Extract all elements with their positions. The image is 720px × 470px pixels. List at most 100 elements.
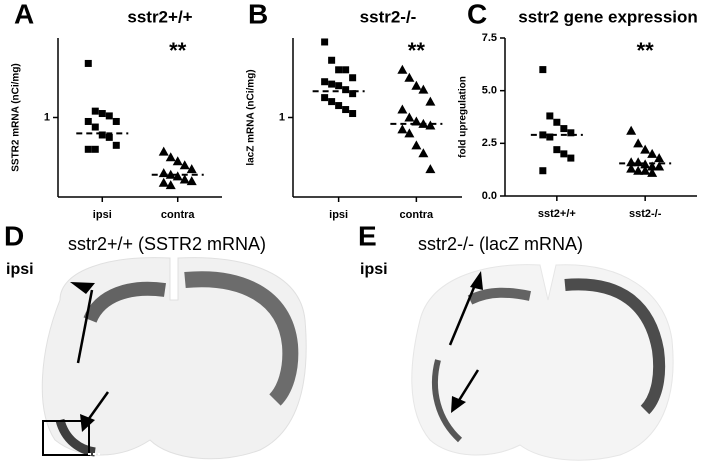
point	[349, 74, 357, 82]
point	[397, 64, 408, 74]
brain-section-e	[411, 264, 674, 461]
point	[411, 140, 422, 150]
point	[84, 117, 92, 125]
point	[335, 102, 343, 110]
significance: **	[169, 38, 187, 63]
point	[158, 146, 169, 156]
point	[321, 94, 329, 102]
point	[84, 59, 92, 67]
significance: **	[637, 38, 655, 63]
point	[342, 66, 350, 74]
point	[647, 161, 658, 171]
point	[98, 110, 106, 118]
point	[425, 96, 436, 106]
brain-section-d	[41, 257, 307, 460]
point	[349, 110, 357, 118]
point	[84, 145, 92, 153]
point	[546, 133, 554, 141]
point	[633, 138, 644, 148]
panel-label: B	[248, 0, 268, 29]
chart-title: sstr2+/+	[127, 7, 192, 26]
point	[418, 148, 429, 158]
point	[633, 157, 644, 167]
x-tick-label: ipsi	[329, 209, 348, 221]
chart-title: sstr2-/-	[360, 7, 417, 26]
point	[546, 112, 554, 120]
point	[328, 56, 336, 64]
point	[560, 125, 568, 133]
point	[342, 86, 350, 94]
point	[647, 167, 658, 177]
x-tick-label: sst2-/-	[629, 208, 662, 220]
point	[553, 118, 561, 126]
point	[105, 112, 113, 120]
point	[640, 144, 651, 154]
point	[328, 80, 336, 88]
image-title: sstr2-/- (lacZ mRNA)	[418, 234, 583, 254]
panel-label: D	[4, 220, 24, 251]
point	[640, 165, 651, 175]
point	[91, 145, 99, 153]
point	[411, 80, 422, 90]
x-tick-label: contra	[400, 209, 435, 221]
point	[179, 160, 190, 170]
point	[342, 106, 350, 114]
point	[186, 164, 197, 174]
image-title: sstr2+/+ (SSTR2 mRNA)	[68, 234, 266, 254]
y-tick-label: 2.5	[482, 137, 497, 149]
point	[165, 169, 176, 179]
point	[158, 177, 169, 187]
y-tick-label: 7.5	[482, 32, 497, 44]
x-tick-label: contra	[161, 209, 196, 221]
point	[654, 161, 665, 171]
chart-title: sstr2 gene expression	[518, 7, 698, 26]
point	[172, 171, 183, 181]
point	[418, 84, 429, 94]
point	[397, 124, 408, 134]
point	[165, 152, 176, 162]
point	[539, 167, 547, 175]
point	[172, 156, 183, 166]
panel-label: E	[358, 220, 377, 251]
side-label: ipsi	[360, 261, 388, 278]
point	[186, 176, 197, 186]
point	[112, 141, 120, 149]
point	[626, 125, 637, 135]
point	[105, 133, 113, 141]
y-tick-label: 0.0	[482, 190, 497, 202]
y-tick-label: 5.0	[482, 85, 497, 97]
point	[165, 180, 176, 190]
point	[425, 164, 436, 174]
y-tick-label: 1	[44, 111, 50, 123]
x-tick-label: sst2+/+	[538, 208, 576, 220]
point	[404, 72, 415, 82]
point	[335, 82, 343, 90]
point	[567, 129, 575, 137]
x-tick-label: ipsi	[93, 209, 112, 221]
point	[567, 154, 575, 162]
point	[626, 163, 637, 173]
point	[425, 120, 436, 130]
point	[98, 131, 106, 139]
point	[404, 112, 415, 122]
point	[404, 128, 415, 138]
point	[553, 146, 561, 154]
y-tick-label: 1	[279, 111, 285, 123]
point	[397, 104, 408, 114]
point	[633, 165, 644, 175]
point	[91, 123, 99, 131]
point	[654, 153, 665, 163]
point	[335, 66, 343, 74]
point	[112, 117, 120, 125]
point	[349, 90, 357, 98]
point	[647, 148, 658, 158]
y-axis-label: SSTR2 mRNA (nCi/mg)	[11, 63, 22, 172]
point	[158, 168, 169, 178]
panel-label: C	[467, 0, 487, 29]
panel-label: A	[14, 0, 34, 29]
point	[321, 78, 329, 86]
point	[91, 107, 99, 115]
point	[328, 98, 336, 106]
point	[539, 66, 547, 74]
